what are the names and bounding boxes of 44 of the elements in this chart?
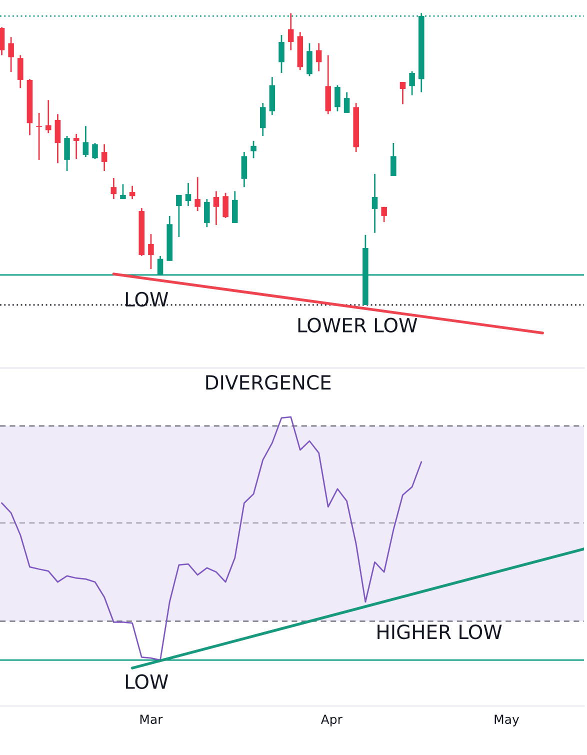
candlestick [54,113,61,164]
annotation: LOW [126,674,168,689]
candlestick [381,206,387,223]
candlestick [288,12,294,51]
candlestick [372,173,378,234]
candlestick [36,112,42,161]
candlestick [222,192,228,219]
candlestick [8,36,14,73]
candlestick [73,133,80,160]
candlestick [18,54,24,89]
candlestick [120,183,126,200]
candlestick [400,81,406,105]
candlestick [45,99,52,134]
candlestick [92,142,98,160]
candlestick [194,176,200,212]
text: DIVERGENCE [206,375,331,390]
candlestick [0,26,5,56]
candlestick [316,42,322,72]
x-tick-label: May [494,714,520,726]
candlestick [204,198,210,228]
candlestick [129,185,136,200]
candlestick [409,70,415,96]
annotation: LOWER LOW [298,318,418,333]
x-tick-label: Apr [320,714,342,726]
candlestick [232,190,238,224]
candlestick [101,143,108,172]
candlestick [241,151,248,188]
candlestick [82,125,89,158]
candlestick [64,135,70,172]
candlestick [278,34,284,74]
candlestick [185,182,192,207]
candlestick [250,140,256,159]
candlestick [306,42,312,77]
annotation: HIGHER LOW [378,624,502,640]
candlestick [148,233,154,270]
candlestick [390,142,396,177]
candlestick [176,194,182,238]
candlestick [213,190,220,226]
candlestick [260,102,266,137]
candlestick [344,92,350,114]
candlestick [334,84,340,112]
candlestick [110,177,117,200]
x-tick-label: Mar [140,714,163,724]
annotation: LOW [126,292,168,307]
